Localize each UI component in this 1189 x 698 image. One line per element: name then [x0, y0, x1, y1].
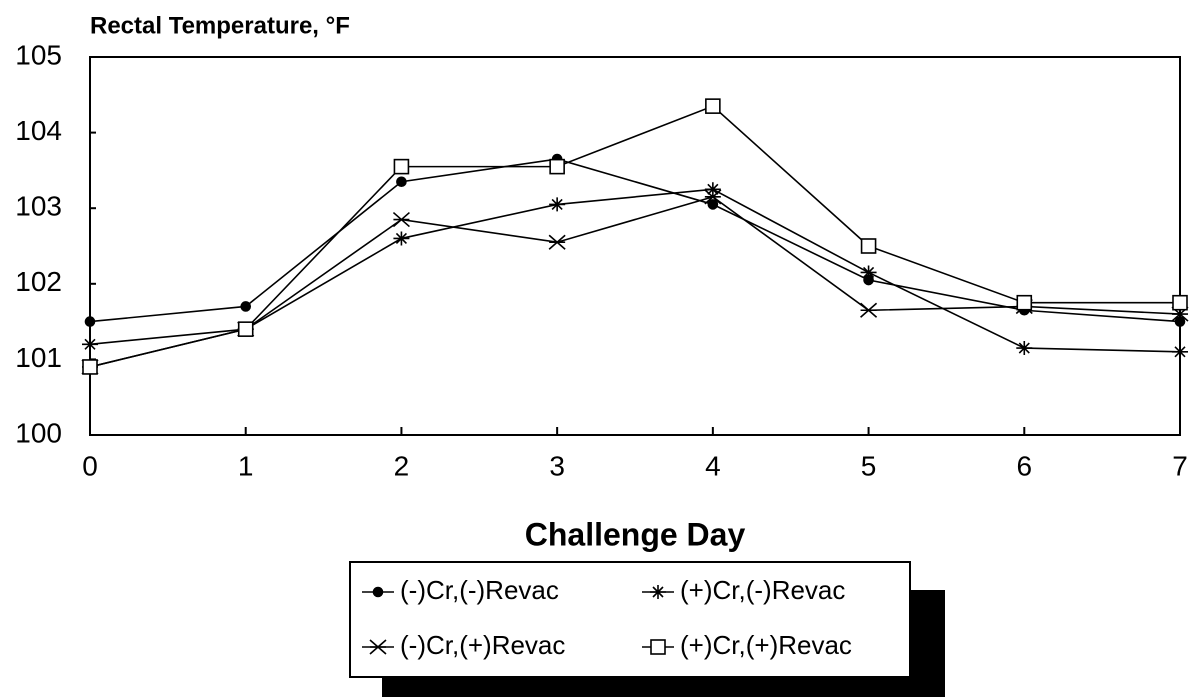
y-tick-label: 101 — [15, 342, 62, 373]
series-line — [89, 158, 1181, 323]
legend-marker — [369, 639, 387, 655]
point — [1016, 341, 1033, 356]
legend-label: (+)Cr,(-)Revac — [680, 575, 845, 605]
point — [704, 189, 722, 205]
y-tick-label: 105 — [15, 39, 62, 70]
x-axis-label: Challenge Day — [525, 516, 746, 552]
point — [860, 302, 878, 318]
legend-marker — [372, 586, 384, 598]
x-tick-label: 7 — [1172, 450, 1188, 481]
point — [705, 98, 721, 114]
point — [707, 199, 719, 210]
legend-box — [349, 561, 911, 678]
y-tick-label: 103 — [15, 191, 62, 222]
series-line — [89, 105, 1180, 368]
legend-marker — [650, 639, 666, 655]
point — [548, 234, 566, 250]
y-tick-label: 104 — [15, 115, 62, 146]
point — [240, 301, 252, 312]
x-tick-label: 1 — [238, 450, 254, 481]
series-line — [89, 195, 1181, 368]
legend-marker — [650, 585, 666, 599]
x-tick-label: 5 — [861, 450, 877, 481]
point — [549, 158, 565, 175]
point — [1174, 316, 1186, 327]
x-tick-label: 2 — [394, 450, 410, 481]
point — [1172, 294, 1188, 311]
point — [860, 265, 877, 280]
point — [82, 337, 98, 352]
point — [84, 316, 96, 327]
legend-label: (-)Cr,(+)Revac — [400, 630, 565, 660]
x-tick-label: 3 — [549, 450, 565, 481]
point — [393, 231, 410, 246]
point — [392, 211, 410, 228]
point — [82, 359, 98, 375]
legend-label: (+)Cr,(+)Revac — [680, 630, 852, 660]
point — [704, 182, 721, 197]
x-tick-label: 4 — [705, 450, 721, 481]
point — [393, 158, 410, 175]
point — [860, 238, 877, 254]
point — [1172, 344, 1188, 359]
chart-title: Rectal Temperature, °F — [90, 12, 350, 39]
x-tick-label: 6 — [1016, 450, 1032, 481]
point — [396, 176, 407, 188]
plot-frame — [89, 56, 1181, 436]
point — [1016, 294, 1033, 311]
point — [237, 321, 254, 337]
point — [549, 197, 566, 212]
legend-label: (-)Cr,(-)Revac — [400, 575, 559, 605]
y-tick-label: 100 — [15, 417, 62, 448]
series-line — [89, 188, 1181, 353]
y-tick-label: 102 — [15, 266, 62, 297]
x-tick-label: 0 — [82, 450, 98, 481]
